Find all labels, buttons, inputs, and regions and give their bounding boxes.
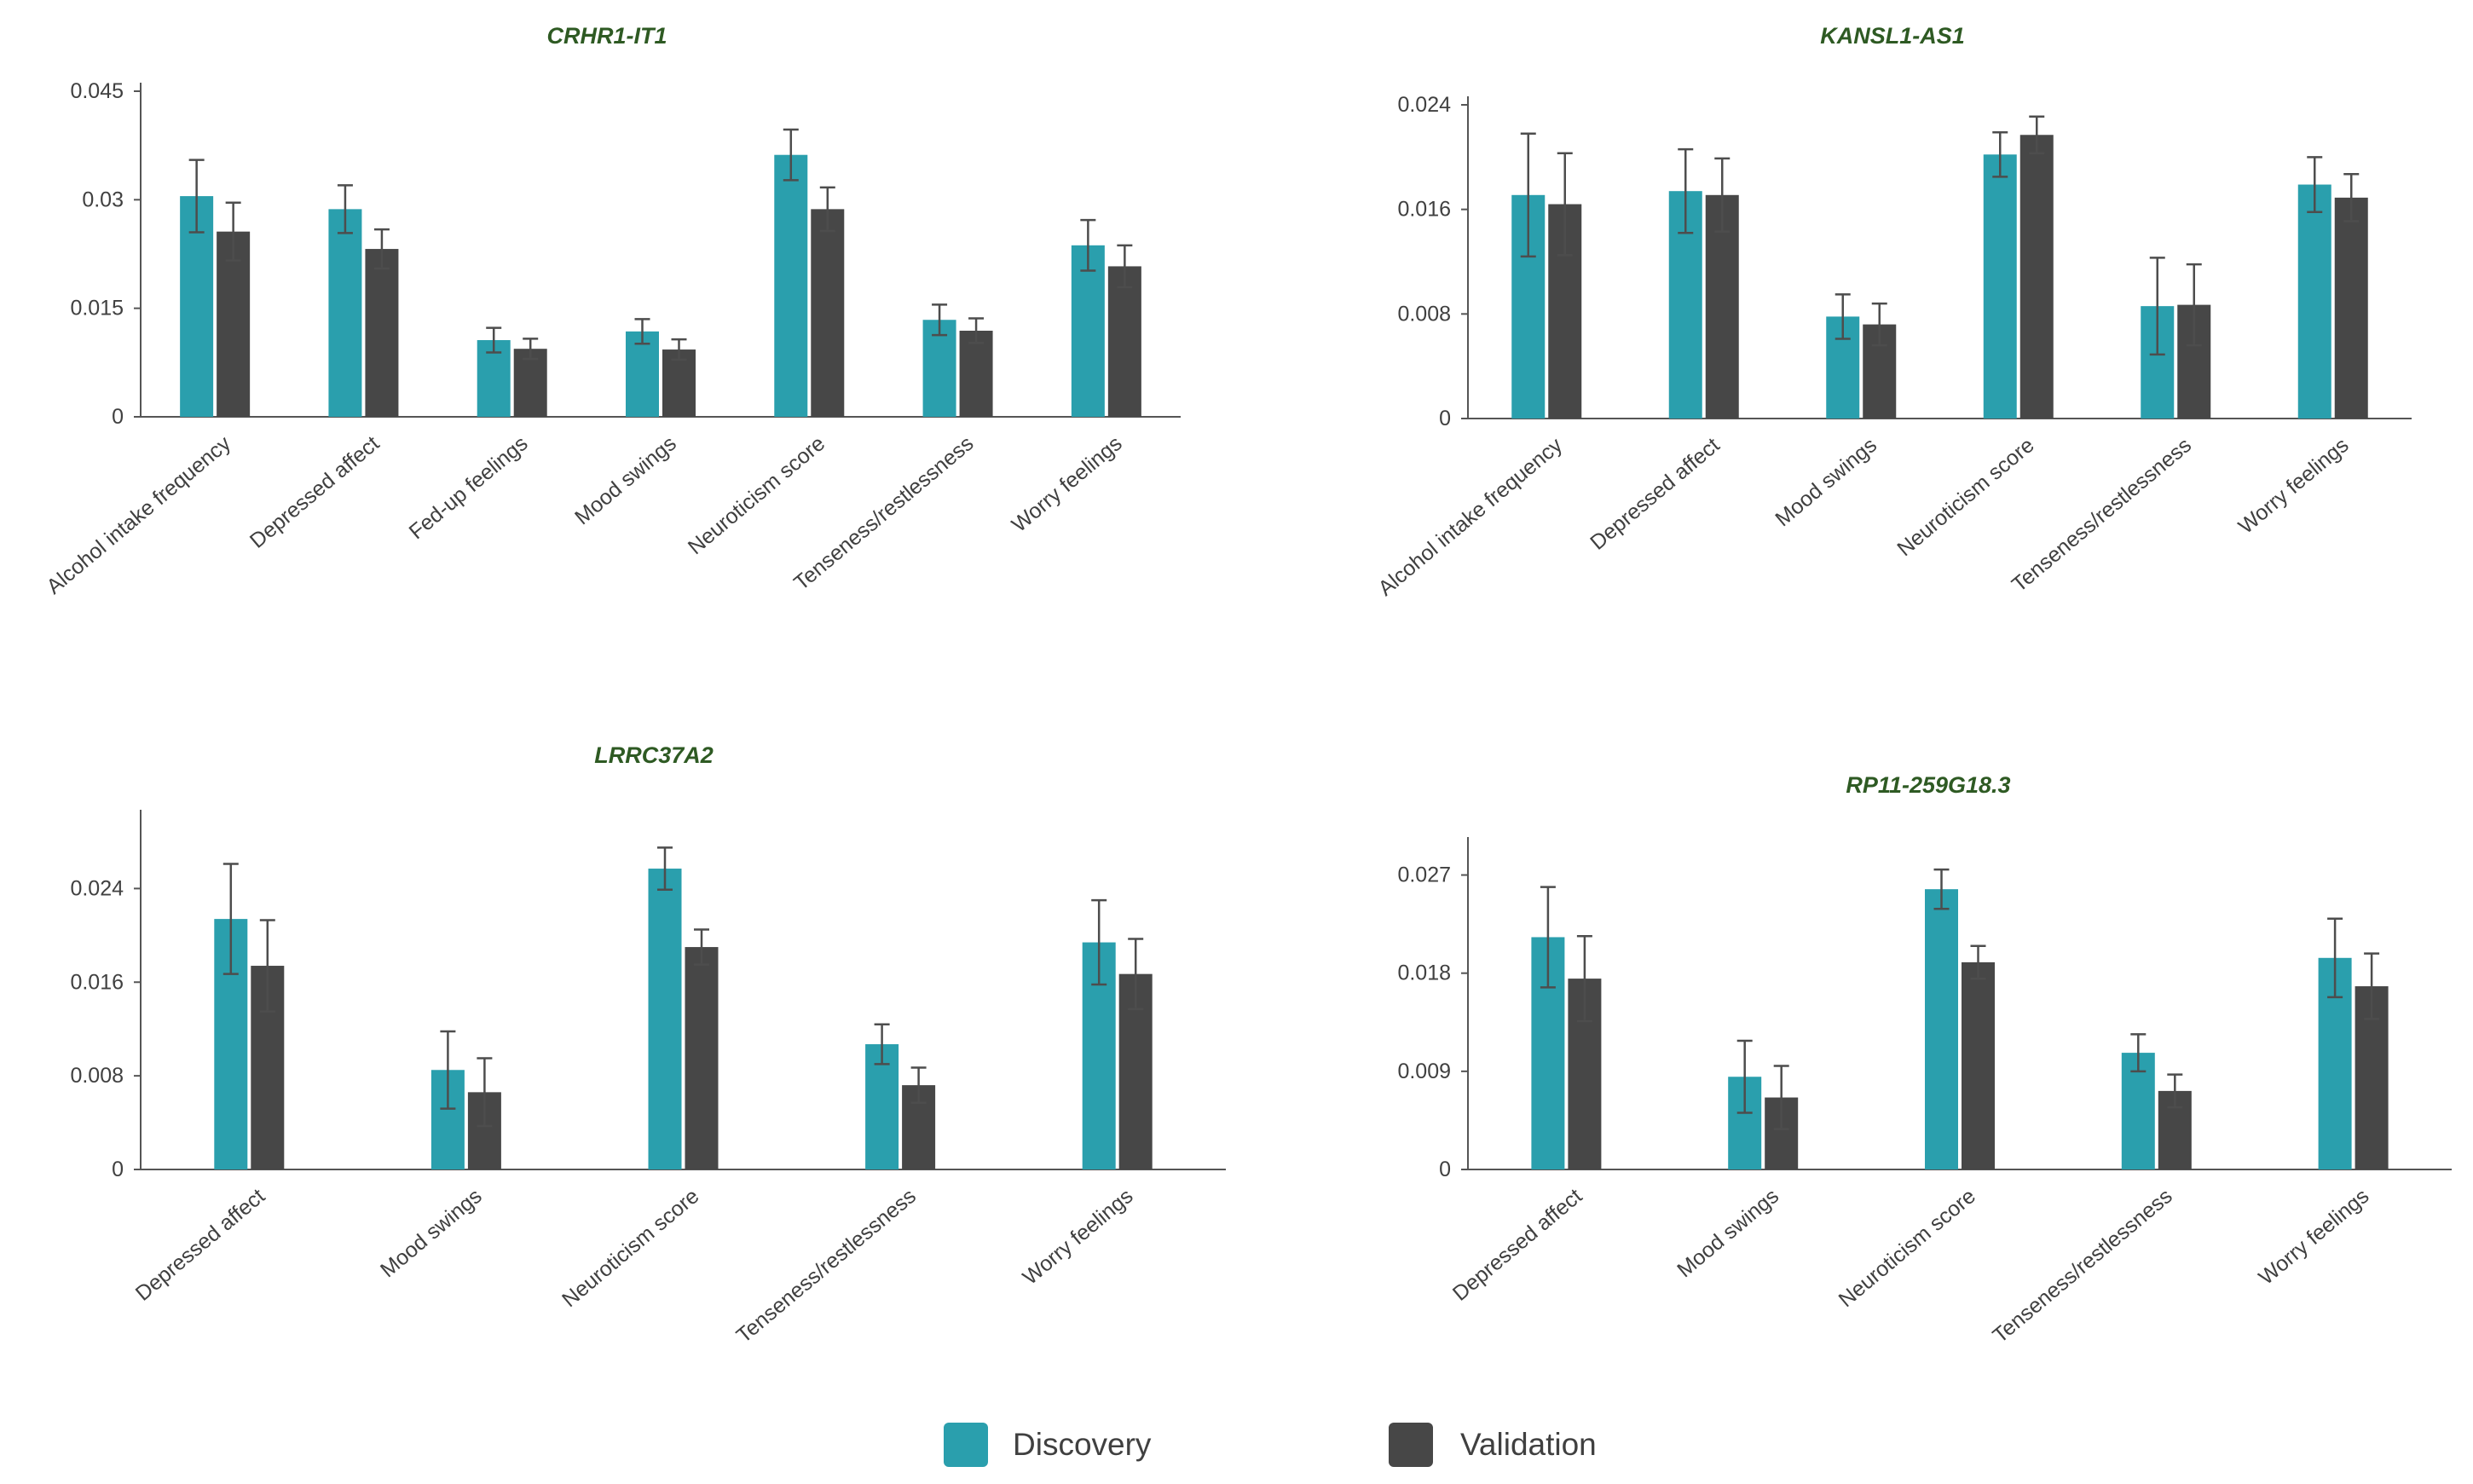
x-category-label: Worry feelings — [2234, 433, 2354, 539]
x-category-label: Neuroticism score — [1892, 433, 2038, 561]
bar-validation — [811, 209, 845, 417]
x-category-label: Depressed affect — [131, 1184, 269, 1306]
bar-discovery — [774, 154, 808, 418]
legend-swatch-discovery — [944, 1423, 988, 1467]
bar-validation — [1107, 266, 1141, 417]
chart-panel: KANSL1-AS1 0 0.008 0.016 0.024 Alcohol intake… — [1373, 23, 2412, 601]
y-tick-label: 0.03 — [82, 188, 124, 211]
bar-validation — [217, 231, 251, 417]
bar-discovery — [328, 209, 362, 417]
x-category-label: Depressed affect — [246, 431, 384, 553]
y-tick-label: 0.027 — [1397, 863, 1451, 887]
chart-panel: LRRC37A2 0 0.008 0.016 0.024 Depressed affect… — [70, 742, 1226, 1348]
y-tick-label: 0.016 — [70, 970, 124, 994]
bar-validation — [959, 330, 993, 417]
y-tick-label: 0.016 — [1397, 198, 1451, 222]
chart-panel: RP11-259G18.3 0 0.009 0.018 0.027 Depressed a… — [1397, 772, 2452, 1348]
y-tick-label: 0.024 — [1397, 93, 1451, 117]
x-category-label: Fed-up feelings — [405, 431, 533, 544]
y-tick-label: 0 — [1439, 1158, 1451, 1181]
chart-title: RP11-259G18.3 — [1846, 772, 2010, 798]
chart-title: KANSL1-AS1 — [1820, 23, 1965, 49]
y-tick-label: 0.045 — [70, 79, 124, 103]
legend-swatch-validation — [1389, 1423, 1433, 1467]
x-category-label: Tenseness/restlessness — [732, 1184, 921, 1348]
bar-discovery — [1071, 245, 1105, 417]
x-category-label: Tenseness/restlessness — [2008, 433, 2196, 597]
chart-panel: CRHR1-IT1 0 0.015 0.03 0.045 Alcohol intake f… — [42, 23, 1181, 599]
chart-panels: CRHR1-IT1 0 0.015 0.03 0.045 Alcohol intake f… — [42, 23, 2452, 1348]
bar-validation — [1962, 961, 1995, 1169]
x-category-label: Neuroticism score — [684, 431, 829, 559]
x-category-label: Depressed affect — [1586, 433, 1724, 555]
bar-validation — [685, 947, 719, 1169]
y-tick-label: 0 — [1439, 407, 1451, 430]
bar-validation — [365, 249, 399, 417]
x-category-label: Tenseness/restlessness — [1988, 1184, 2176, 1348]
y-tick-label: 0.008 — [1397, 302, 1451, 326]
bar-discovery — [626, 331, 659, 417]
y-tick-label: 0.018 — [1397, 961, 1451, 985]
bar-discovery — [2297, 184, 2331, 419]
y-tick-label: 0.008 — [70, 1064, 124, 1088]
bar-validation — [2019, 135, 2054, 419]
bar-validation — [513, 349, 547, 417]
x-category-label: Mood swings — [376, 1184, 487, 1282]
bar-discovery — [1983, 154, 2017, 419]
bar-discovery — [648, 869, 682, 1169]
legend-label-validation: Validation — [1460, 1427, 1597, 1462]
y-tick-label: 0.015 — [70, 297, 124, 320]
bar-validation — [662, 349, 696, 417]
chart-title: CRHR1-IT1 — [546, 23, 667, 49]
x-category-label: Alcohol intake frequency — [42, 431, 235, 599]
x-category-label: Neuroticism score — [558, 1184, 703, 1312]
chart-title: LRRC37A2 — [594, 742, 714, 768]
bar-validation — [2334, 197, 2368, 419]
y-tick-label: 0.009 — [1397, 1060, 1451, 1083]
y-tick-label: 0.024 — [70, 876, 124, 900]
legend: Discovery Validation — [944, 1423, 1597, 1467]
bar-discovery — [1925, 889, 1958, 1169]
x-category-label: Neuroticism score — [1835, 1184, 1980, 1312]
y-tick-label: 0 — [112, 405, 124, 429]
x-category-label: Mood swings — [1771, 433, 1881, 531]
x-category-label: Worry feelings — [1008, 431, 1127, 537]
y-tick-label: 0 — [112, 1158, 124, 1181]
x-category-label: Alcohol intake frequency — [1373, 433, 1567, 601]
x-category-label: Depressed affect — [1448, 1184, 1586, 1306]
x-category-label: Worry feelings — [2254, 1184, 2373, 1290]
x-category-label: Mood swings — [1673, 1184, 1783, 1282]
x-category-label: Worry feelings — [1019, 1184, 1138, 1290]
legend-label-discovery: Discovery — [1013, 1427, 1152, 1462]
x-category-label: Mood swings — [570, 431, 681, 529]
